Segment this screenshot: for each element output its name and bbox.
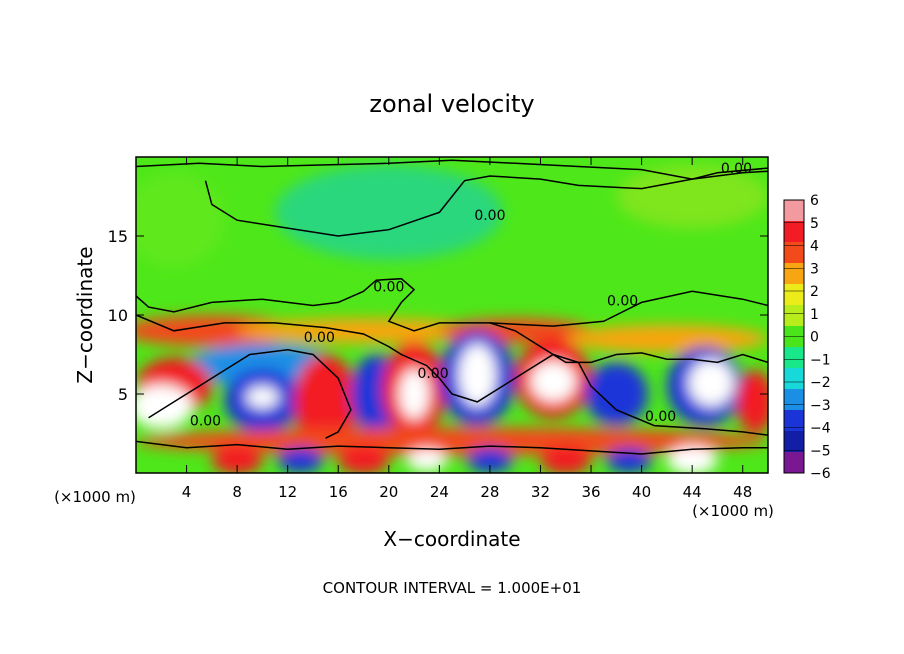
x-tick-label: 36 — [581, 483, 600, 501]
zero-contour-line — [136, 314, 768, 436]
colorbar-label: −1 — [810, 352, 831, 368]
colorbar-swatch — [784, 431, 804, 453]
colorbar-label: −2 — [810, 375, 831, 391]
contour-interval-note: CONTOUR INTERVAL = 1.000E+01 — [323, 579, 582, 597]
colorbar-label: 6 — [810, 193, 819, 209]
x-tick-label: 28 — [480, 483, 499, 501]
field-region — [237, 318, 490, 344]
x-tick-label: 24 — [430, 483, 449, 501]
x-unit-label-left: (×1000 m) — [54, 488, 136, 506]
zero-contour-line — [204, 170, 768, 237]
colorbar-swatch — [784, 452, 804, 474]
zero-contour-line — [136, 440, 768, 455]
velocity-field: 0.00 0.00 0.00 0.00 0.00 0.00 0.00 0.00 — [136, 157, 768, 473]
field-region — [136, 384, 193, 429]
colorbar-label: 2 — [810, 284, 819, 300]
y-tick-label: 15 — [108, 227, 128, 246]
colorbar-label: −6 — [810, 466, 831, 482]
colorbar-swatch — [784, 263, 804, 285]
x-unit-label-right: (×1000 m) — [692, 502, 774, 520]
contour-label: 0.00 — [304, 330, 335, 346]
y-axis-label: Z−coordinate — [73, 246, 97, 383]
field-region — [277, 447, 324, 473]
colorbar-label: 5 — [810, 216, 819, 232]
field-region — [275, 164, 503, 260]
colorbar-swatch — [784, 368, 804, 390]
contour-label: 0.00 — [190, 414, 221, 430]
field-region — [211, 446, 263, 473]
field-region — [616, 164, 768, 229]
y-axis: 5 10 15 — [108, 227, 768, 404]
contour-label: 0.00 — [721, 161, 752, 177]
colorbar-swatch — [784, 221, 804, 243]
colorbar-label: 0 — [810, 330, 819, 346]
field-region — [530, 360, 576, 402]
x-tick-label: 40 — [632, 483, 651, 501]
colorbar-label: 4 — [810, 239, 819, 255]
x-tick-label: 44 — [683, 483, 702, 501]
field-region — [136, 172, 225, 268]
zero-contour-line — [489, 322, 768, 364]
zero-contour-line — [148, 349, 352, 439]
field-region — [584, 362, 648, 426]
field-region — [736, 370, 768, 434]
colorbar-label: 1 — [810, 307, 819, 323]
x-tick-label: 20 — [379, 483, 398, 501]
zero-contour-line — [136, 277, 768, 332]
field-region — [406, 449, 447, 472]
field-region — [666, 446, 718, 473]
y-tick-label: 10 — [108, 306, 128, 325]
field-region — [245, 386, 279, 409]
contour-label: 0.00 — [645, 409, 676, 425]
field-region — [338, 446, 389, 473]
x-tick-label: 8 — [232, 483, 242, 501]
y-tick-label: 5 — [118, 385, 128, 404]
colorbar-swatch — [784, 242, 804, 264]
field-region — [458, 343, 497, 407]
colorbar-label: −4 — [810, 421, 831, 437]
contour-label: 0.00 — [417, 366, 448, 382]
colorbar-swatch — [784, 305, 804, 327]
field-region — [398, 368, 430, 420]
x-tick-label: 12 — [278, 483, 297, 501]
contour-label: 0.00 — [607, 294, 638, 310]
x-tick-label: 4 — [182, 483, 192, 501]
contour-label: 0.00 — [474, 208, 505, 224]
colorbar-label: −3 — [810, 398, 831, 414]
colorbar: 6 5 4 3 2 1 0 −1 −2 −3 −4 −5 −6 — [783, 193, 831, 482]
colorbar-swatch — [784, 200, 804, 222]
field-region — [467, 447, 513, 473]
colorbar-label: −5 — [810, 443, 831, 459]
field-region — [688, 359, 734, 407]
x-axis: 4 8 12 16 20 24 28 32 36 40 44 48 — [182, 157, 752, 501]
x-tick-label: 48 — [733, 483, 752, 501]
contour-label: 0.00 — [373, 279, 404, 295]
colorbar-swatch — [784, 410, 804, 432]
colorbar-swatch — [784, 347, 804, 369]
field-region — [540, 446, 592, 473]
x-tick-label: 16 — [329, 483, 348, 501]
colorbar-swatch — [784, 284, 804, 306]
x-axis-label: X−coordinate — [383, 527, 520, 551]
chart-title: zonal velocity — [369, 90, 534, 118]
colorbar-swatch — [784, 389, 804, 411]
field-region — [565, 324, 768, 353]
colorbar-label: 3 — [810, 261, 819, 277]
x-tick-label: 32 — [531, 483, 550, 501]
